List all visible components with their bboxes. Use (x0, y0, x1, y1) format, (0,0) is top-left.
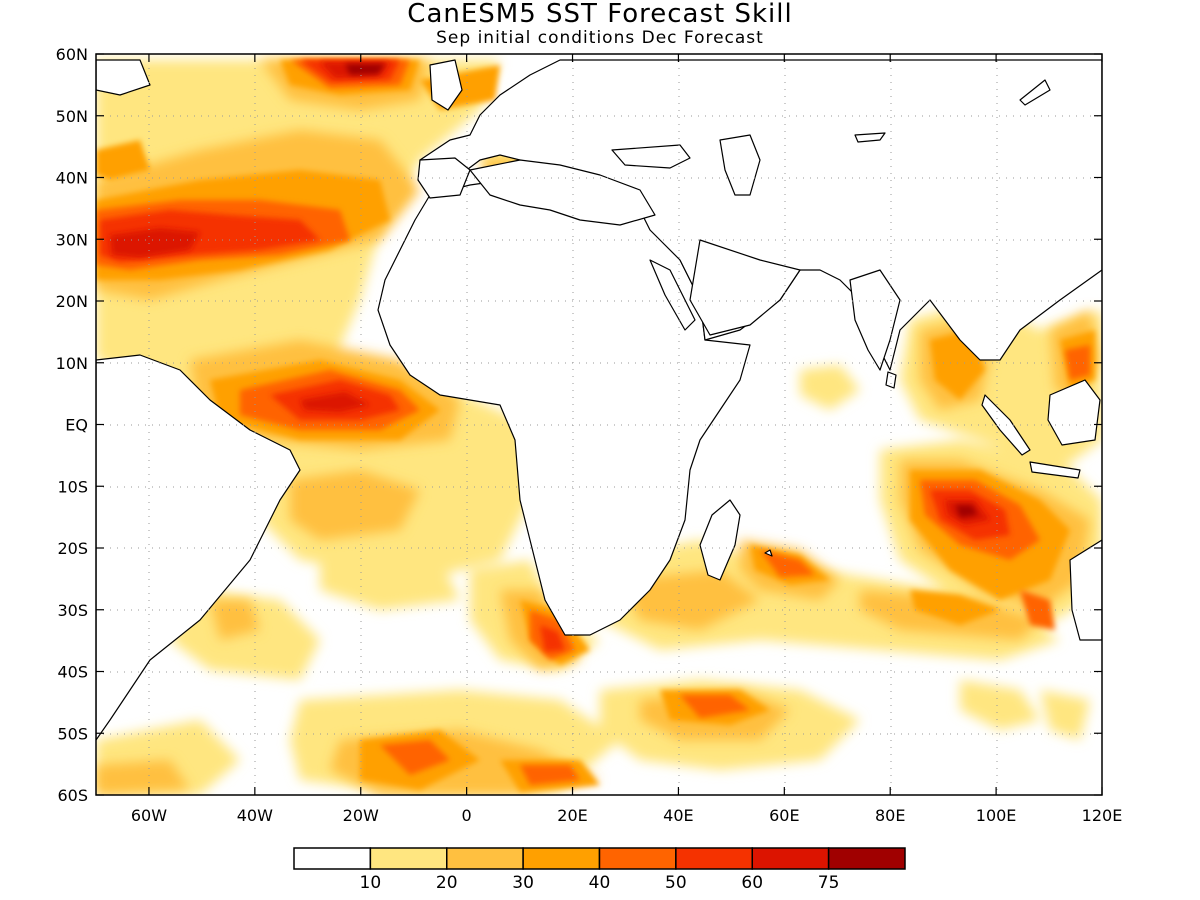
lat-tick-label: 30S (57, 601, 88, 620)
mediterranean-sea (469, 159, 656, 226)
colorbar-label: 75 (818, 873, 840, 893)
map-title: CanESM5 SST Forecast Skill (407, 0, 793, 29)
lat-tick-label: 40N (56, 169, 88, 188)
lat-tick-label: 60N (56, 45, 88, 64)
lon-tick-label: 40E (663, 806, 693, 825)
south-america-outline (96, 354, 301, 741)
lat-tick-label: 60S (57, 786, 88, 805)
lat-tick-label: 20N (56, 292, 88, 311)
lat-tick-label: EQ (65, 416, 88, 435)
colorbar: 10 20 30 40 50 60 75 (293, 847, 906, 893)
colorbar-swatch (522, 847, 601, 870)
lon-tick-label: 60E (769, 806, 799, 825)
caspian-sea (719, 134, 761, 196)
black-sea (611, 144, 691, 169)
india-outline (849, 269, 901, 371)
axis-ticks: 60N 50N 40N 30N 20N 10N EQ 10S 20S 30S 40S 50S 60S 60… (56, 45, 1123, 825)
lat-tick-label: 40S (57, 663, 88, 682)
lon-tick-label: 120E (1082, 806, 1123, 825)
lat-tick-label: 50N (56, 107, 88, 126)
lon-tick-label: 80E (875, 806, 905, 825)
lon-tick-label: 100E (976, 806, 1017, 825)
colorbar-label: 40 (589, 873, 611, 893)
lon-tick-label: 20W (343, 806, 379, 825)
madagascar-outline (699, 499, 741, 581)
land-masses (96, 59, 1102, 741)
colorbar-label: 50 (665, 873, 687, 893)
colorbar-swatch (293, 847, 372, 870)
colorbar-swatch (369, 847, 448, 870)
colorbar-label: 10 (360, 873, 382, 893)
lat-tick-label: 10S (57, 477, 88, 496)
skill-contour-75-plus (345, 64, 978, 518)
colorbar-label: 30 (512, 873, 534, 893)
lon-tick-label: 0 (462, 806, 472, 825)
australia-outline (1069, 539, 1102, 641)
skill-shading (96, 54, 1102, 795)
lat-tick-label: 20S (57, 539, 88, 558)
java-outline (1029, 461, 1081, 479)
lat-tick-label: 50S (57, 724, 88, 743)
colorbar-swatch (827, 847, 906, 870)
lon-tick-label: 20E (557, 806, 587, 825)
lat-tick-label: 30N (56, 230, 88, 249)
lon-tick-label: 60W (131, 806, 167, 825)
map-subtitle: Sep initial conditions Dec Forecast (436, 28, 764, 48)
colorbar-swatch (598, 847, 677, 870)
red-sea (649, 259, 696, 331)
lon-tick-label: 40W (237, 806, 273, 825)
colorbar-swatch (675, 847, 753, 870)
iberia-outline (417, 157, 471, 199)
colorbar-swatch (751, 847, 830, 870)
colorbar-swatch (446, 847, 524, 870)
british-isles-outline (429, 59, 463, 111)
iceland-outline (96, 59, 151, 96)
colorbar-label: 20 (436, 873, 458, 893)
colorbar-label: 60 (741, 873, 763, 893)
borneo-outline (1047, 379, 1101, 446)
lat-tick-label: 10N (56, 354, 88, 373)
